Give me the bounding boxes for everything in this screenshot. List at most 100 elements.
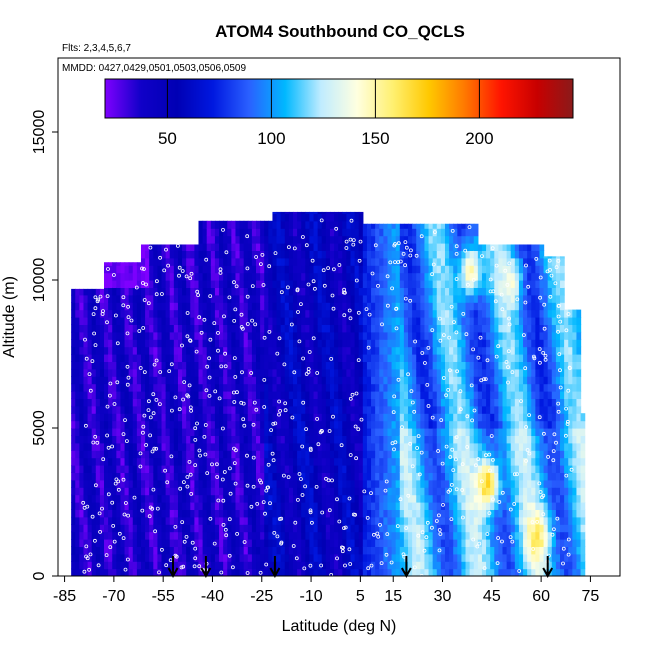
heatmap-cell bbox=[453, 287, 458, 296]
heatmap-cell bbox=[346, 317, 352, 325]
heatmap-cell bbox=[95, 450, 101, 459]
heatmap-cell bbox=[145, 420, 150, 429]
heatmap-cell bbox=[243, 228, 249, 237]
heatmap-cell bbox=[297, 479, 302, 488]
heatmap-cell bbox=[288, 346, 294, 355]
heatmap-cell bbox=[276, 213, 282, 222]
heatmap-cell bbox=[391, 376, 397, 385]
heatmap-cell bbox=[112, 435, 117, 444]
heatmap-cell bbox=[486, 516, 491, 525]
heatmap-cell bbox=[124, 354, 130, 362]
heatmap-cell bbox=[256, 250, 261, 259]
heatmap-cell bbox=[186, 376, 191, 385]
heatmap-cell bbox=[473, 524, 479, 533]
heatmap-cell bbox=[358, 235, 364, 244]
heatmap-cell bbox=[264, 391, 269, 399]
heatmap-cell bbox=[116, 428, 122, 436]
heatmap-cell bbox=[301, 524, 306, 533]
heatmap-cell bbox=[153, 287, 159, 296]
heatmap-cell bbox=[71, 435, 76, 444]
heatmap-cell bbox=[494, 398, 499, 407]
heatmap-cell bbox=[317, 539, 323, 547]
heatmap-cell bbox=[169, 405, 175, 414]
heatmap-cell bbox=[219, 561, 224, 570]
heatmap-cell bbox=[453, 457, 458, 466]
heatmap-cell bbox=[490, 546, 495, 555]
heatmap-cell bbox=[83, 494, 89, 503]
heatmap-area bbox=[71, 211, 586, 576]
heatmap-cell bbox=[231, 553, 237, 562]
heatmap-cell bbox=[116, 294, 122, 303]
heatmap-cell bbox=[219, 361, 224, 370]
heatmap-cell bbox=[440, 420, 446, 429]
heatmap-cell bbox=[350, 309, 356, 318]
heatmap-cell bbox=[292, 287, 298, 296]
heatmap-cell bbox=[116, 287, 122, 296]
heatmap-cell bbox=[317, 531, 323, 540]
heatmap-cell bbox=[338, 465, 343, 473]
heatmap-cell bbox=[366, 391, 372, 399]
heatmap-cell bbox=[239, 457, 245, 466]
heatmap-cell bbox=[490, 413, 495, 422]
heatmap-cell bbox=[157, 465, 163, 473]
heatmap-cell bbox=[227, 376, 232, 385]
heatmap-cell bbox=[420, 376, 426, 385]
heatmap-cell bbox=[301, 516, 306, 525]
heatmap-cell bbox=[395, 472, 401, 481]
heatmap-cell bbox=[136, 494, 142, 503]
heatmap-cell bbox=[280, 354, 286, 362]
heatmap-cell bbox=[116, 262, 122, 266]
heatmap-cell bbox=[153, 339, 159, 348]
heatmap-cell bbox=[416, 435, 421, 444]
heatmap-cell bbox=[112, 324, 117, 333]
heatmap-cell bbox=[140, 302, 146, 311]
heatmap-cell bbox=[231, 524, 237, 533]
heatmap-cell bbox=[453, 383, 458, 392]
heatmap-cell bbox=[247, 568, 253, 576]
heatmap-cell bbox=[457, 553, 463, 562]
heatmap-cell bbox=[502, 472, 508, 481]
heatmap-cell bbox=[219, 413, 224, 422]
heatmap-cell bbox=[264, 479, 269, 488]
heatmap-cell bbox=[395, 339, 401, 348]
heatmap-cell bbox=[128, 262, 134, 266]
heatmap-cell bbox=[325, 413, 331, 422]
heatmap-cell bbox=[288, 420, 294, 429]
heatmap-cell bbox=[120, 413, 126, 422]
heatmap-cell bbox=[350, 435, 356, 444]
heatmap-cell bbox=[399, 531, 405, 540]
heatmap-cell bbox=[449, 346, 454, 355]
heatmap-cell bbox=[198, 561, 204, 570]
heatmap-cell bbox=[272, 494, 278, 503]
heatmap-cell bbox=[498, 524, 504, 533]
heatmap-cell bbox=[436, 428, 442, 436]
heatmap-cell bbox=[416, 250, 421, 259]
heatmap-cell bbox=[292, 280, 298, 288]
heatmap-cell bbox=[329, 257, 335, 266]
heatmap-cell bbox=[210, 302, 216, 311]
heatmap-cell bbox=[301, 435, 306, 444]
heatmap-cell bbox=[305, 228, 311, 237]
heatmap-cell bbox=[91, 346, 97, 355]
heatmap-cell bbox=[83, 465, 89, 473]
heatmap-cell bbox=[292, 302, 298, 311]
heatmap-cell bbox=[334, 294, 339, 303]
heatmap-cell bbox=[457, 265, 463, 274]
heatmap-cell bbox=[149, 479, 154, 488]
heatmap-cell bbox=[149, 524, 154, 533]
heatmap-cell bbox=[136, 354, 142, 362]
heatmap-cell bbox=[169, 450, 175, 459]
heatmap-cell bbox=[358, 442, 364, 451]
heatmap-cell bbox=[420, 228, 426, 237]
heatmap-cell bbox=[124, 287, 130, 296]
heatmap-cell bbox=[321, 428, 327, 436]
heatmap-cell bbox=[334, 302, 339, 311]
heatmap-cell bbox=[403, 361, 409, 370]
heatmap-cell bbox=[198, 391, 204, 399]
heatmap-cell bbox=[416, 450, 421, 459]
heatmap-cell bbox=[198, 531, 204, 540]
heatmap-cell bbox=[338, 280, 343, 288]
heatmap-cell bbox=[210, 361, 216, 370]
heatmap-cell bbox=[342, 302, 347, 311]
heatmap-cell bbox=[223, 383, 228, 392]
